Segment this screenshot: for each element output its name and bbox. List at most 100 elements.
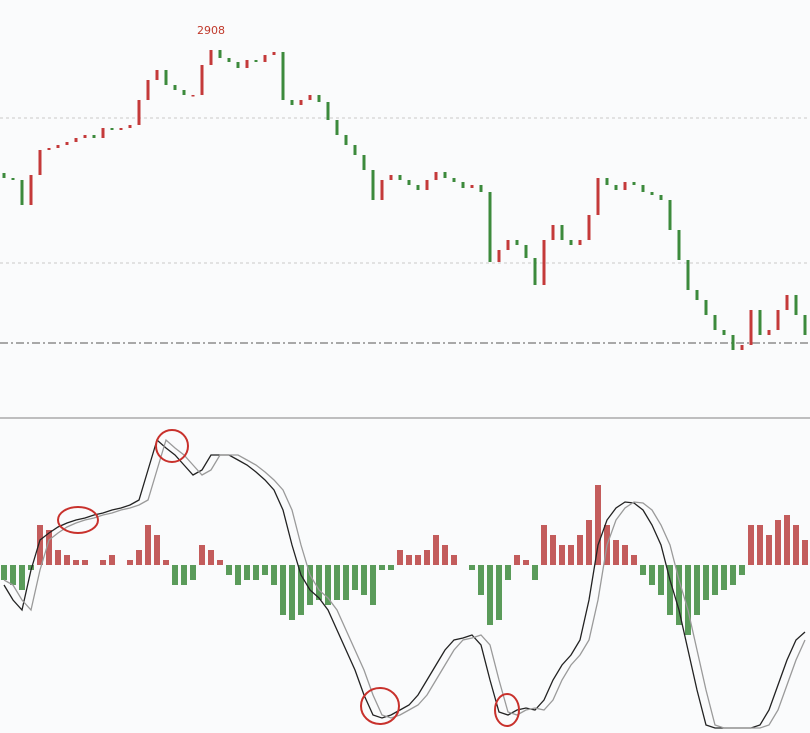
histogram-bar bbox=[721, 565, 727, 590]
histogram-bar bbox=[271, 565, 277, 585]
histogram-bar bbox=[343, 565, 349, 600]
candle bbox=[281, 52, 285, 100]
candle bbox=[569, 240, 573, 245]
candle bbox=[83, 135, 87, 138]
candle bbox=[344, 135, 348, 145]
histogram-bar bbox=[28, 565, 34, 570]
histogram-bar bbox=[748, 525, 754, 565]
candle bbox=[749, 310, 753, 345]
histogram-bar bbox=[73, 560, 79, 565]
histogram-bar bbox=[1, 565, 7, 580]
candle bbox=[704, 300, 708, 315]
candle bbox=[389, 175, 393, 180]
histogram-bar bbox=[784, 515, 790, 565]
candle bbox=[452, 178, 456, 182]
histogram-bar bbox=[163, 560, 169, 565]
histogram-bar bbox=[109, 555, 115, 565]
candle bbox=[110, 128, 114, 130]
candle bbox=[245, 60, 249, 68]
histogram-bar bbox=[325, 565, 331, 605]
candle bbox=[200, 65, 204, 95]
candle bbox=[29, 175, 33, 205]
candle bbox=[560, 225, 564, 240]
histogram-bar bbox=[217, 560, 223, 565]
histogram-bar bbox=[46, 530, 52, 565]
candle bbox=[767, 330, 771, 335]
histogram-bar bbox=[757, 525, 763, 565]
histogram-bar bbox=[361, 565, 367, 595]
candle bbox=[578, 240, 582, 245]
candle bbox=[551, 225, 555, 240]
candle bbox=[641, 185, 645, 192]
histogram-bar bbox=[802, 540, 808, 565]
histogram-bar bbox=[37, 525, 43, 565]
candle bbox=[398, 175, 402, 180]
histogram-bar bbox=[775, 520, 781, 565]
candle bbox=[11, 178, 15, 180]
histogram-bar bbox=[487, 565, 493, 625]
histogram-bar bbox=[469, 565, 475, 570]
candle bbox=[263, 55, 267, 62]
histogram-bar bbox=[352, 565, 358, 590]
highlight-circle bbox=[57, 506, 99, 534]
candle bbox=[119, 128, 123, 130]
histogram-bar bbox=[568, 545, 574, 565]
macd-line bbox=[3, 438, 806, 729]
candle bbox=[65, 142, 69, 145]
candle bbox=[146, 80, 150, 100]
histogram-bar bbox=[82, 560, 88, 565]
candle bbox=[803, 315, 807, 335]
candle bbox=[461, 182, 465, 188]
candle bbox=[362, 155, 366, 170]
histogram-bar bbox=[10, 565, 16, 585]
candle bbox=[308, 95, 312, 100]
histogram-bar bbox=[289, 565, 295, 620]
histogram-bar bbox=[478, 565, 484, 595]
candle bbox=[47, 148, 51, 150]
candle bbox=[650, 192, 654, 195]
histogram-bar bbox=[433, 535, 439, 565]
candle bbox=[182, 90, 186, 95]
candle bbox=[128, 125, 132, 128]
candle bbox=[425, 180, 429, 190]
candle bbox=[794, 295, 798, 315]
histogram-bar bbox=[316, 565, 322, 600]
candle bbox=[209, 50, 213, 65]
candle bbox=[488, 192, 492, 262]
candle bbox=[20, 180, 24, 205]
candle bbox=[515, 240, 519, 245]
candle bbox=[542, 240, 546, 285]
candle bbox=[56, 145, 60, 148]
candle bbox=[290, 100, 294, 105]
candle bbox=[623, 182, 627, 190]
histogram-bar bbox=[640, 565, 646, 575]
histogram-bar bbox=[379, 565, 385, 570]
histogram-bar bbox=[577, 535, 583, 565]
candle bbox=[164, 70, 168, 85]
highlight-circles bbox=[57, 429, 520, 727]
histogram-bar bbox=[145, 525, 151, 565]
histogram-bar bbox=[415, 555, 421, 565]
candle bbox=[407, 180, 411, 185]
histogram-bar bbox=[253, 565, 259, 580]
histogram-bar bbox=[136, 550, 142, 565]
candle bbox=[776, 310, 780, 330]
histogram-bar bbox=[370, 565, 376, 605]
histogram-bar bbox=[550, 535, 556, 565]
histogram-bar bbox=[496, 565, 502, 620]
histogram-bar bbox=[505, 565, 511, 580]
candle bbox=[533, 258, 537, 285]
candle bbox=[155, 70, 159, 80]
histogram-bar bbox=[658, 565, 664, 595]
histogram-bar bbox=[172, 565, 178, 585]
candle bbox=[218, 50, 222, 58]
candle bbox=[92, 135, 96, 138]
histogram-bar bbox=[667, 565, 673, 615]
histogram-bar bbox=[514, 555, 520, 565]
candle bbox=[605, 178, 609, 185]
candle bbox=[434, 172, 438, 180]
histogram-bar bbox=[406, 555, 412, 565]
histogram-bar bbox=[451, 555, 457, 565]
